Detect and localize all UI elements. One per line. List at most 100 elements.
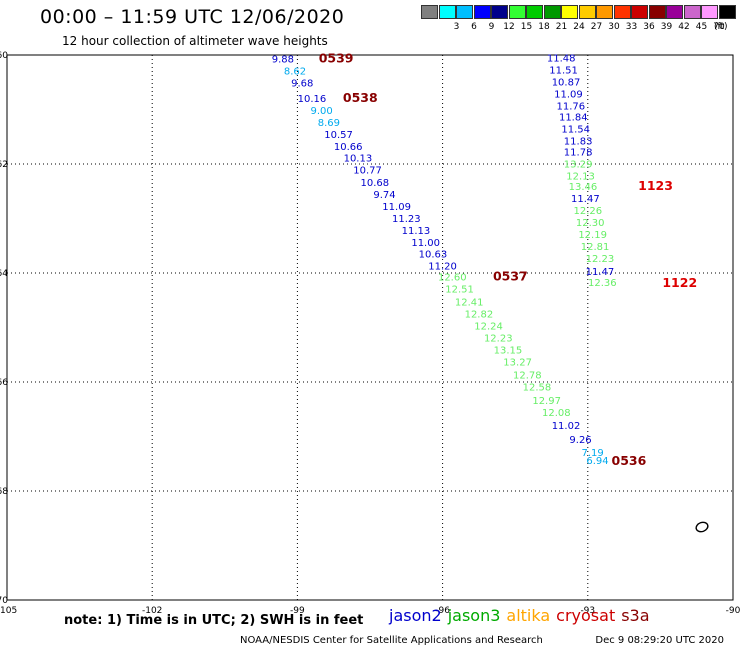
wave-height-value: 7.19: [582, 448, 604, 459]
longitude-tick-label: -99: [290, 606, 305, 616]
credit-org: NOAA/NESDIS Center for Satellite Applica…: [240, 635, 543, 646]
wave-height-value: 11.83: [564, 136, 593, 147]
satellite-name: jason2: [389, 606, 442, 625]
wave-height-value: 11.02: [552, 421, 581, 432]
wave-height-value: 12.23: [484, 334, 513, 345]
longitude-tick-label: -90: [726, 606, 740, 616]
wave-height-value: 13.15: [494, 346, 523, 357]
wave-height-value: 12.19: [578, 230, 607, 241]
wave-height-value: 11.54: [561, 124, 590, 135]
legend-swatch: [526, 5, 543, 19]
wave-height-value: 12.97: [532, 396, 561, 407]
pass-time-label: 0538: [343, 90, 378, 105]
legend-swatch: [631, 5, 648, 19]
map-subtitle: 12 hour collection of altimeter wave hei…: [62, 34, 328, 48]
wave-height-value: 9.68: [291, 79, 313, 90]
longitude-tick-label: -102: [142, 606, 162, 616]
legend-swatch: [578, 5, 596, 19]
wave-height-value: 11.84: [559, 112, 588, 123]
wave-height-value: 9.74: [373, 190, 395, 201]
wave-height-value: 12.78: [513, 371, 542, 382]
wave-height-value: 12.23: [586, 254, 615, 265]
wave-height-value: 10.63: [419, 250, 448, 261]
wave-height-value: 12.36: [588, 278, 617, 289]
legend-label: 21: [555, 22, 568, 32]
wave-height-value: 8.62: [284, 67, 306, 78]
satellite-name: altika: [506, 606, 551, 625]
wave-height-value: 8.69: [318, 118, 340, 129]
wave-height-value: 9.00: [310, 106, 332, 117]
legend-label: 6: [471, 22, 477, 32]
wave-height-value: 12.60: [438, 273, 467, 284]
wave-height-value: 12.26: [573, 206, 602, 217]
wave-height-value: 10.57: [324, 130, 353, 141]
wave-height-value: 11.00: [411, 238, 440, 249]
wave-height-value: 9.26: [569, 435, 591, 446]
pass-time-label: 0539: [319, 51, 354, 66]
wave-height-value: 11.47: [586, 267, 615, 278]
wave-height-value: 11.09: [382, 202, 411, 213]
legend-swatch: [666, 5, 683, 19]
legend-unit: (ft): [714, 22, 728, 32]
wave-height-value: 10.87: [552, 78, 581, 89]
legend-swatch: [613, 5, 631, 19]
legend-label: 30: [608, 22, 620, 32]
pass-time-label: 1122: [662, 275, 697, 290]
longitude-tick-label: -105: [0, 606, 17, 616]
legend-swatch: [456, 5, 473, 19]
island-outline: [695, 521, 709, 533]
legend-swatch: [701, 5, 718, 19]
legend-label: 36: [643, 22, 655, 32]
latitude-tick-label: -70: [0, 596, 8, 606]
wave-height-value: 11.48: [547, 54, 576, 65]
legend-swatch: [438, 5, 456, 19]
wave-height-value: 11.51: [549, 66, 578, 77]
latitude-tick-label: -68: [0, 487, 8, 497]
longitude-tick-label: -96: [435, 606, 450, 616]
legend-swatch: [473, 5, 491, 19]
legend-label: 12: [503, 22, 515, 32]
latitude-tick-label: -66: [0, 378, 8, 388]
legend-swatch: [421, 5, 438, 19]
longitude-tick-label: -93: [580, 606, 595, 616]
wave-height-color-legend: 3 6 9 12 15 18 21 24 27 30 33 36 39 42 45 70 (ft): [421, 5, 740, 37]
wave-height-value: 11.09: [554, 90, 583, 101]
wave-height-value: 13.29: [564, 159, 593, 170]
wave-height-value: 12.08: [542, 408, 571, 419]
legend-swatch: [561, 5, 578, 19]
satellite-name: jason3: [447, 606, 501, 625]
wave-height-value: 10.66: [334, 142, 363, 153]
wave-height-value: 6.94: [586, 456, 608, 467]
legend-swatch: [718, 5, 736, 19]
legend-swatch: [648, 5, 666, 19]
footer-note: note: 1) Time is in UTC; 2) SWH is in fe…: [64, 613, 364, 628]
latitude-tick-label: -64: [0, 269, 8, 279]
satellite-key: jason2 jason3 altika cryosat s3a: [389, 606, 656, 625]
legend-swatch: [596, 5, 613, 19]
satellite-name: cryosat: [556, 606, 616, 625]
wave-height-value: 12.30: [576, 218, 605, 229]
wave-height-value: 12.82: [465, 310, 494, 321]
legend-label: 15: [520, 22, 533, 32]
map-title: 00:00 – 11:59 UTC 12/06/2020: [40, 6, 345, 28]
legend-label: 45: [695, 22, 708, 32]
legend-label: 70: [713, 22, 725, 32]
wave-height-value: 11.20: [428, 262, 457, 273]
wave-height-value: 11.78: [564, 147, 593, 158]
legend-label: 42: [678, 22, 690, 32]
pass-time-label: 0536: [612, 453, 647, 468]
wave-height-value: 10.77: [353, 165, 382, 176]
wave-height-value: 12.58: [523, 383, 552, 394]
latitude-tick-label: -62: [0, 160, 8, 170]
satellite-name: s3a: [621, 606, 650, 625]
legend-label: 3: [453, 22, 460, 32]
wave-height-value: 11.23: [392, 214, 421, 225]
wave-height-value: 12.51: [445, 285, 474, 296]
legend-label: 24: [573, 22, 585, 32]
wave-height-value: 12.41: [455, 298, 484, 309]
wave-height-value: 10.68: [361, 178, 390, 189]
wave-height-value: 13.46: [569, 182, 598, 193]
legend-label: 39: [660, 22, 673, 32]
wave-height-value: 9.88: [272, 55, 294, 66]
